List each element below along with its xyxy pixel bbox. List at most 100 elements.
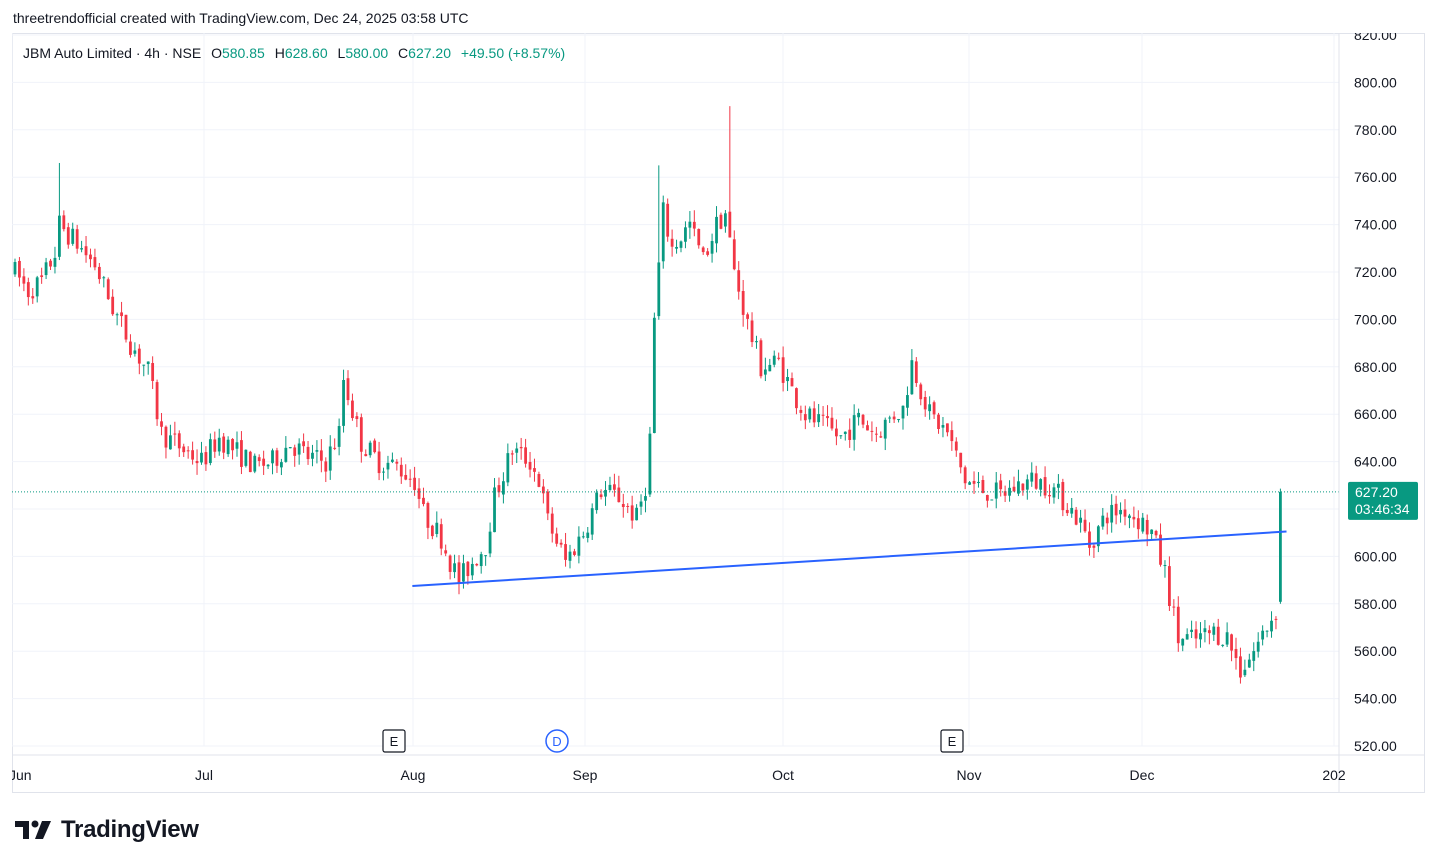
candle (937, 412, 940, 434)
candle (439, 518, 443, 556)
symbol-legend[interactable]: JBM Auto Limited · 4h · NSE O580.85 H628… (23, 45, 565, 61)
candle (177, 430, 181, 457)
candle (861, 413, 865, 429)
price-tick-label: 700.00 (1354, 311, 1397, 327)
candle (821, 406, 825, 426)
candle (781, 346, 785, 392)
candle (1128, 513, 1131, 529)
earnings-marker[interactable]: E (940, 729, 964, 753)
candle (968, 481, 971, 486)
candle (422, 487, 425, 507)
candle (577, 526, 581, 564)
candle (1225, 622, 1229, 648)
candle (1025, 474, 1029, 500)
candle (883, 417, 887, 451)
candle (75, 224, 79, 254)
candle (950, 421, 954, 451)
candle (191, 441, 194, 465)
candle (195, 449, 199, 475)
candle (732, 230, 736, 271)
time-tick-label: Sep (573, 767, 598, 783)
price-tick-label: 720.00 (1354, 264, 1397, 280)
candle (31, 288, 35, 304)
candle (395, 459, 399, 471)
candle (1230, 633, 1233, 662)
close-label: C (398, 45, 409, 61)
candle (1216, 618, 1220, 646)
dividend-marker[interactable]: D (545, 729, 569, 753)
candle (812, 401, 816, 428)
candle (617, 475, 621, 503)
candle (266, 464, 270, 470)
candle (262, 450, 266, 475)
candle (999, 473, 1003, 497)
candle (510, 450, 514, 465)
candle (604, 481, 607, 506)
candle (26, 277, 30, 306)
candle (555, 527, 559, 547)
open-value: 580.85 (221, 45, 265, 61)
candle (839, 435, 843, 439)
candle (919, 382, 923, 406)
tradingview-logo[interactable]: TradingView (15, 816, 199, 844)
candle (599, 489, 603, 500)
candle (328, 435, 332, 480)
candle (786, 368, 789, 392)
candle (1043, 466, 1047, 499)
candle (155, 379, 159, 426)
candle (413, 466, 416, 496)
candle (1132, 506, 1136, 528)
candle (204, 446, 208, 471)
candle (1096, 524, 1100, 553)
price-tick-label: 600.00 (1354, 548, 1397, 564)
time-tick-label: Dec (1130, 767, 1155, 783)
earnings-marker[interactable]: E (382, 729, 406, 753)
candle (1199, 622, 1202, 648)
candle (217, 428, 221, 456)
candle (497, 477, 501, 498)
candle (626, 503, 630, 514)
candle (457, 555, 461, 595)
candle (759, 338, 763, 379)
candle (213, 431, 217, 458)
candle (573, 548, 576, 557)
candle (857, 408, 860, 426)
candle (959, 452, 963, 474)
candle (470, 557, 474, 580)
candle (946, 423, 949, 437)
price-axis: 820.00 800.00 780.00 760.00 740.00 720.00 700.… (1338, 33, 1418, 793)
candle (337, 418, 341, 456)
candle (408, 469, 412, 488)
candle (932, 400, 936, 419)
candle (675, 239, 678, 254)
time-tick-label: Jul (195, 767, 213, 783)
candle (1247, 653, 1251, 668)
candle (701, 246, 705, 255)
candle (49, 258, 52, 271)
candle (417, 478, 421, 509)
price-tick-label: 560.00 (1354, 643, 1397, 659)
candle (1176, 596, 1180, 652)
candle (1207, 625, 1211, 645)
candle (906, 386, 909, 416)
candle (719, 212, 723, 230)
candle (124, 314, 128, 343)
candle (364, 449, 368, 457)
candle (692, 210, 696, 237)
price-tick-label: 740.00 (1354, 217, 1397, 233)
candle (111, 289, 115, 316)
candle (990, 499, 994, 501)
candle (639, 494, 643, 515)
candle (1088, 522, 1091, 556)
candle (1243, 659, 1247, 677)
candle (22, 268, 26, 292)
candle (1136, 510, 1140, 539)
candle (160, 413, 163, 436)
symbol-name[interactable]: JBM Auto Limited · 4h · NSE (23, 45, 202, 61)
candle (368, 440, 372, 458)
chart-area[interactable]: 820.00 800.00 780.00 760.00 740.00 720.00 700.… (12, 33, 1425, 793)
candle (1150, 529, 1154, 539)
candle (342, 369, 345, 433)
price-tick-label: 760.00 (1354, 169, 1397, 185)
